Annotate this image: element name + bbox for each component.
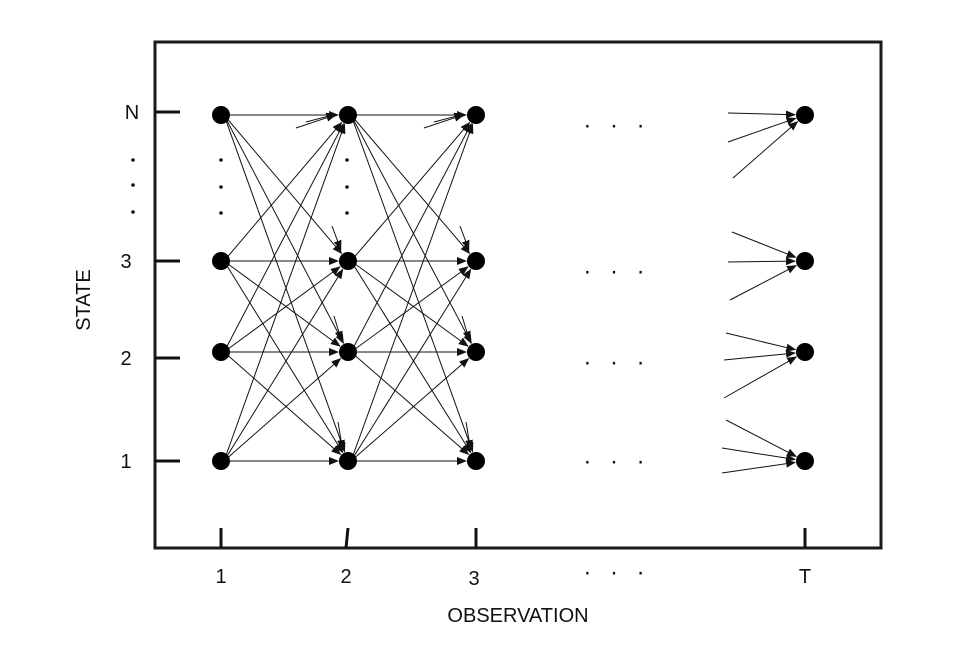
transition-arrow-2N-to-31 xyxy=(350,114,474,453)
state-ticks xyxy=(155,110,180,463)
observation-tick-label-T: T xyxy=(799,566,811,588)
observation-tick-label-3: 3 xyxy=(468,568,479,590)
plot-frame xyxy=(153,40,883,550)
incoming-arrow-T2-0 xyxy=(725,332,797,352)
incoming-arrow-TN-0 xyxy=(727,110,796,119)
row-ellipsis-N: · · · xyxy=(583,112,650,139)
state-node-3-1 xyxy=(467,452,485,470)
incoming-arrow-T3-1 xyxy=(727,257,796,266)
state-node-1-2 xyxy=(212,343,230,361)
state-node-2-1 xyxy=(339,452,357,470)
transition-arrow-1N-to-22 xyxy=(223,114,344,344)
state-node-3-2 xyxy=(467,343,485,361)
row-ellipsis-2: · · · xyxy=(583,349,650,376)
incoming-arrow-T1-2 xyxy=(721,459,797,474)
incoming-arrow-T3-2 xyxy=(729,265,797,301)
state-node-1-1 xyxy=(212,452,230,470)
transition-arrow-2N-to-32 xyxy=(350,114,472,345)
row-ellipsis-3: · · · xyxy=(583,258,650,285)
row-ellipsis-1: · · · xyxy=(583,448,650,475)
incoming-arrow-TN-2 xyxy=(732,120,799,179)
transition-arrow-11-to-2N xyxy=(223,123,346,462)
transition-arrow-23-to-31 xyxy=(350,260,472,454)
transition-arrow-21-to-33 xyxy=(350,268,472,462)
stub-arrow-3N-1 xyxy=(433,112,465,123)
transition-arrow-12-to-23 xyxy=(223,266,341,353)
transition-arrow-13-to-22 xyxy=(223,260,341,347)
transition-arrow-2N-to-33 xyxy=(350,114,471,255)
transition-arrow-1N-to-21 xyxy=(223,114,346,453)
state-node-T-1 xyxy=(796,452,814,470)
state-node-2-3 xyxy=(339,252,357,270)
state-node-3-N xyxy=(467,106,485,124)
transition-arrow-12-to-21 xyxy=(223,351,342,456)
transition-arrows xyxy=(223,110,799,474)
transition-arrow-23-to-32 xyxy=(350,260,469,347)
transition-arrow-13-to-2N xyxy=(223,121,343,262)
stub-arrow-3N-0 xyxy=(423,113,465,129)
state-tick-label-2: 2 xyxy=(120,348,131,370)
y-axis-label: STATE xyxy=(73,269,95,330)
transition-arrow-22-to-33 xyxy=(350,266,469,353)
transition-arrow-13-to-21 xyxy=(223,260,344,454)
stub-arrow-21-0 xyxy=(337,421,345,451)
state-node-3-3 xyxy=(467,252,485,270)
state-axis-ellipsis xyxy=(131,158,135,214)
state-node-T-3 xyxy=(796,252,814,270)
observation-tick-label-2: 2 xyxy=(340,566,351,588)
state-tick-label-1: 1 xyxy=(120,451,131,473)
transition-arrow-1N-to-23 xyxy=(223,114,343,255)
incoming-arrow-T2-2 xyxy=(723,356,798,399)
transition-arrow-11-to-22 xyxy=(223,357,342,462)
stub-arrow-23-0 xyxy=(331,225,342,251)
incoming-arrow-T2-1 xyxy=(723,349,796,361)
observation-ellipsis: · · · xyxy=(583,559,650,586)
transition-arrow-11-to-23 xyxy=(223,268,344,462)
observation-ticks xyxy=(219,527,807,549)
incoming-arrow-T3-0 xyxy=(731,231,797,258)
stub-arrow-2N-1 xyxy=(305,112,337,123)
incoming-arrow-TN-1 xyxy=(727,117,797,143)
stub-arrow-31-0 xyxy=(465,421,473,451)
transition-arrow-21-to-3N xyxy=(350,123,474,462)
state-tick-label-3: 3 xyxy=(120,251,131,273)
stub-arrow-22-0 xyxy=(333,315,343,342)
transition-arrow-12-to-2N xyxy=(223,123,344,353)
state-nodes xyxy=(212,106,814,470)
stub-arrow-2N-0 xyxy=(295,113,337,129)
state-tick-label-N: N xyxy=(125,102,139,124)
transition-arrow-22-to-31 xyxy=(350,351,470,456)
incoming-arrow-T1-1 xyxy=(721,447,797,463)
stub-arrow-32-0 xyxy=(461,315,471,342)
transition-arrow-22-to-3N xyxy=(350,122,472,353)
transition-arrow-23-to-3N xyxy=(350,121,471,262)
state-node-2-N xyxy=(339,106,357,124)
observation-tick-label-1: 1 xyxy=(215,566,226,588)
x-axis-label: OBSERVATION xyxy=(447,605,588,627)
state-node-2-2 xyxy=(339,343,357,361)
column-ellipsis xyxy=(219,158,349,215)
state-node-T-N xyxy=(796,106,814,124)
state-node-T-2 xyxy=(796,343,814,361)
stub-arrow-33-0 xyxy=(459,225,470,251)
transition-arrow-21-to-32 xyxy=(350,357,470,462)
observation-tick-2 xyxy=(344,527,350,549)
state-node-1-N xyxy=(212,106,230,124)
incoming-arrow-T1-0 xyxy=(725,419,797,457)
state-node-1-3 xyxy=(212,252,230,270)
